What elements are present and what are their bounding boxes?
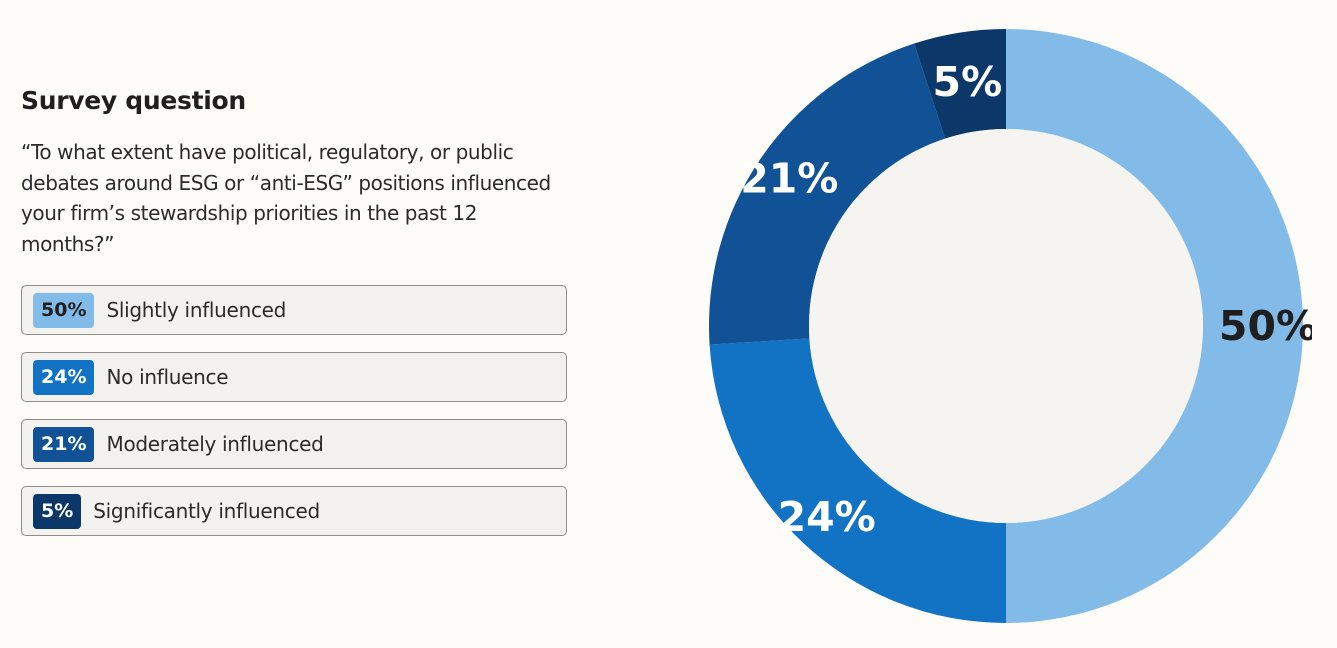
slice-label-moderately-influenced: 21% bbox=[740, 155, 838, 203]
legend-item-significantly-influenced: 5% Significantly influenced bbox=[21, 486, 567, 536]
slice-label-no-influence: 24% bbox=[778, 493, 876, 541]
legend-value-badge: 21% bbox=[33, 426, 95, 462]
slice-label-slightly-influenced: 50% bbox=[1219, 302, 1312, 350]
legend-label: No influence bbox=[106, 365, 229, 389]
donut-chart-svg: 50% 24% 21% 5% bbox=[709, 29, 1312, 623]
legend-label: Significantly influenced bbox=[93, 499, 320, 523]
section-title: Survey question bbox=[21, 86, 246, 115]
donut-chart: 50% 24% 21% 5% bbox=[700, 20, 1312, 632]
legend-value-badge: 5% bbox=[33, 493, 82, 529]
donut-slice-slightly-influenced bbox=[1006, 29, 1303, 623]
donut-hole bbox=[809, 129, 1203, 523]
legend-label: Slightly influenced bbox=[106, 298, 287, 322]
survey-panel: Survey question “To what extent have pol… bbox=[21, 86, 581, 553]
legend-item-slightly-influenced: 50% Slightly influenced bbox=[21, 285, 567, 335]
donut-slice-no-influence bbox=[709, 338, 1006, 623]
legend-value-badge: 50% bbox=[33, 292, 95, 328]
legend-value-badge: 24% bbox=[33, 359, 95, 395]
donut-slice-significantly-influenced bbox=[914, 29, 1006, 139]
donut-slice-moderately-influenced bbox=[709, 43, 946, 345]
legend-label: Moderately influenced bbox=[106, 432, 324, 456]
legend-item-no-influence: 24% No influence bbox=[21, 352, 567, 402]
legend: 50% Slightly influenced 24% No influence 21%… bbox=[21, 285, 581, 536]
legend-item-moderately-influenced: 21% Moderately influenced bbox=[21, 419, 567, 469]
survey-question: “To what extent have political, regulato… bbox=[21, 140, 551, 256]
slice-label-significantly-influenced: 5% bbox=[933, 58, 1003, 106]
